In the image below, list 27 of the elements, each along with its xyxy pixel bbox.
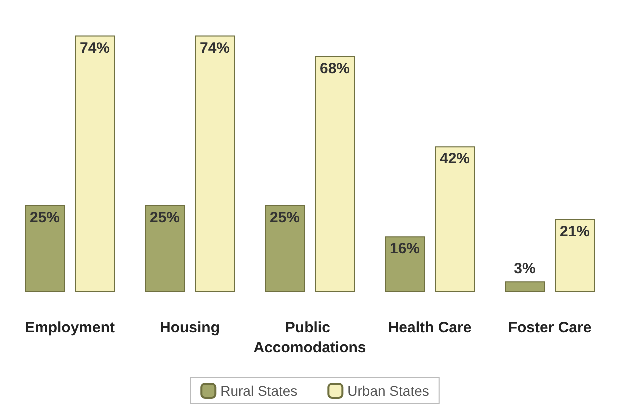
legend-label: Rural States <box>220 383 298 399</box>
data-label: 3% <box>514 260 536 278</box>
x-tick-label: Foster Care <box>508 320 592 336</box>
x-tick-label: Housing <box>160 320 220 336</box>
bar <box>75 36 115 292</box>
bar <box>505 282 545 292</box>
bar <box>435 146 475 292</box>
bar <box>195 36 235 292</box>
x-tick-label: Employment <box>24 320 116 336</box>
x-tick-label: Health Care <box>388 320 472 336</box>
bar <box>385 236 425 292</box>
data-label: 25% <box>270 209 300 226</box>
data-label: 42% <box>440 150 470 168</box>
x-tick-label: Public Accomodations <box>254 320 366 356</box>
data-label: 25% <box>150 209 180 226</box>
bar <box>315 56 355 292</box>
bar <box>555 219 595 292</box>
data-label: 25% <box>30 209 60 226</box>
data-label: 16% <box>390 240 420 258</box>
data-label: 21% <box>560 223 590 240</box>
bar <box>25 205 65 292</box>
data-label: 74% <box>80 40 110 57</box>
legend-label: Urban States <box>348 383 430 399</box>
bar <box>145 205 185 292</box>
data-label: 74% <box>200 40 230 57</box>
data-label: 68% <box>320 60 350 78</box>
bar <box>265 205 305 292</box>
